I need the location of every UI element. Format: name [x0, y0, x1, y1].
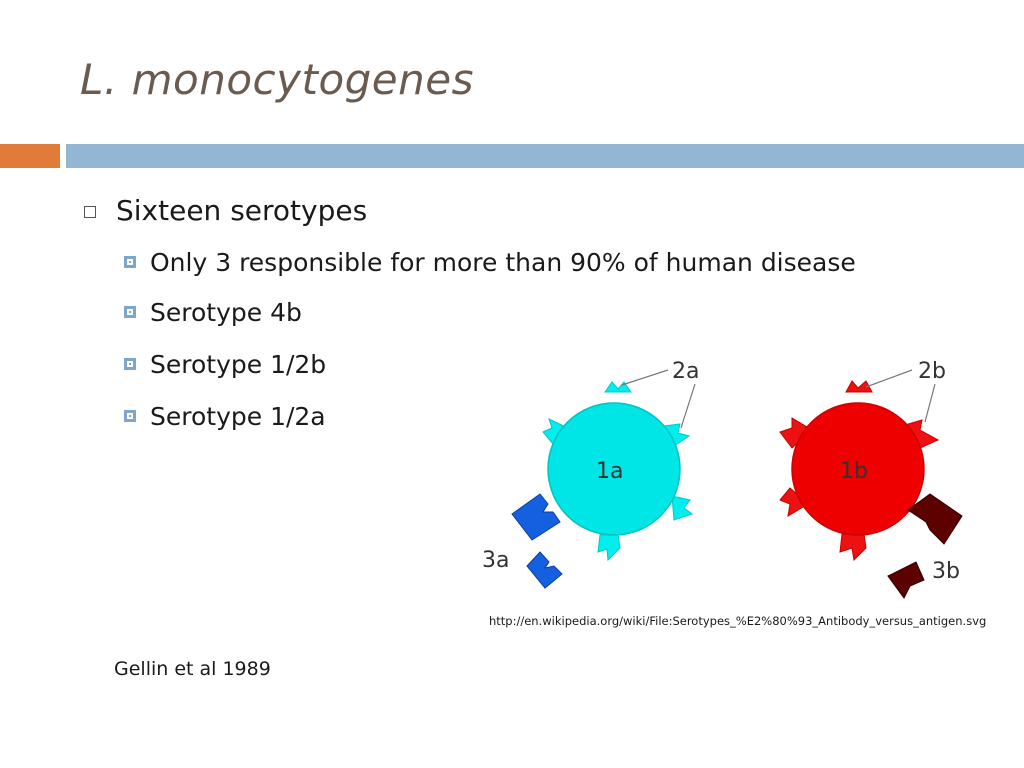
label-1b: 1b [840, 459, 868, 484]
bullet-level2: Serotype 4b [82, 292, 902, 334]
antigen-3a-attached [511, 493, 561, 541]
label-2a: 2a [672, 359, 699, 384]
title-accent-bar-blue [66, 144, 1024, 168]
label-3b: 3b [932, 559, 960, 584]
pointer-2b-top [865, 369, 913, 388]
antigen-3b-attached [907, 493, 963, 545]
antigen-3a-free [526, 551, 563, 589]
antigen-2b-top [845, 380, 873, 393]
citation: Gellin et al 1989 [114, 658, 271, 680]
square-bullet-icon [124, 358, 136, 370]
bullet-level2: Serotype 1/2b [82, 344, 902, 386]
square-bullet-icon [124, 256, 136, 268]
square-bullet-icon [124, 306, 136, 318]
antigen-bottom [839, 533, 867, 562]
bullet-level1: Sixteen serotypes [82, 190, 902, 232]
slide-title: L. monocytogenes [80, 55, 474, 104]
antigen-3b-free [887, 561, 925, 599]
label-2b: 2b [918, 359, 946, 384]
bullet-text: Serotype 4b [150, 298, 302, 327]
cell-body-1b [791, 402, 925, 536]
cell-body-1a [547, 402, 681, 536]
bullet-text: Sixteen serotypes [116, 194, 368, 227]
title-accent-bar-orange [0, 144, 60, 168]
bullet-level2: Only 3 responsible for more than 90% of … [82, 242, 890, 284]
bullet-level2: Serotype 1/2a [82, 396, 902, 438]
bullet-list: Sixteen serotypes Only 3 responsible for… [82, 190, 902, 438]
square-bullet-icon [84, 206, 96, 218]
pointer-2b-right [924, 383, 936, 423]
serotype-diagram: 1a 1b 2a 2b 3a 3b [482, 359, 963, 599]
cell-1b [779, 369, 963, 599]
label-3a: 3a [482, 548, 509, 573]
label-1a: 1a [596, 459, 623, 484]
pointer-2a-right [680, 383, 696, 429]
bullet-text: Only 3 responsible for more than 90% of … [150, 248, 856, 277]
bullet-text: Serotype 1/2a [150, 402, 326, 431]
pointer-2a-top [621, 369, 669, 386]
antigen-right-bottom [671, 495, 694, 521]
square-bullet-icon [124, 410, 136, 422]
source-url: http://en.wikipedia.org/wiki/File:Seroty… [489, 614, 987, 628]
antigen-bottom [597, 533, 621, 562]
bullet-text: Serotype 1/2b [150, 350, 327, 379]
cell-1a [511, 369, 696, 589]
